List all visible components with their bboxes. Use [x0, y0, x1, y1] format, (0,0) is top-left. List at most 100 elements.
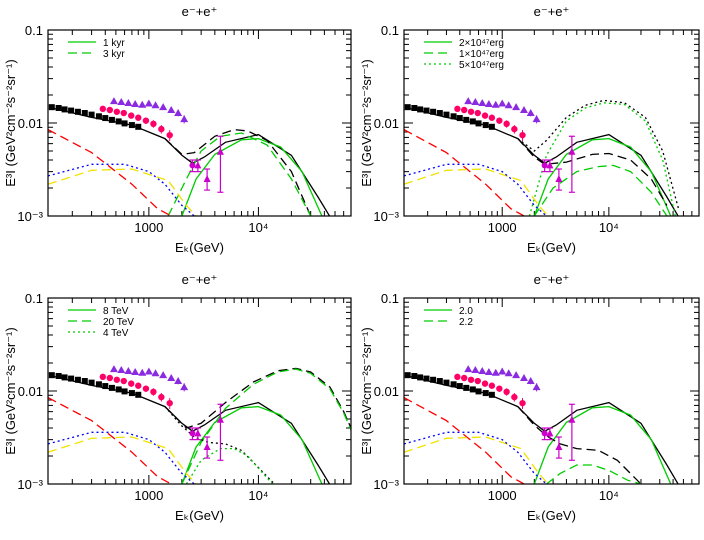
panel-bottom-right: e⁻+e⁺ 1000 10⁴ 10⁻³ 0.01 0.1 Eₖ(GeV) E³I (GeV²c…: [359, 272, 700, 523]
hess-square-point: [456, 115, 463, 122]
series-line-dashed-black: [517, 138, 668, 206]
legend-label: 20 TeV: [103, 317, 134, 328]
series-line-dashed-green: [181, 368, 351, 484]
ams-circle-point: [120, 109, 127, 117]
fermi-triangle-point: [174, 377, 183, 385]
x-axis-label: Eₖ(GeV): [175, 240, 224, 255]
hess-square-point: [482, 390, 489, 397]
series-line-dashed-yellow: [404, 436, 549, 484]
fermi-triangle-point: [532, 383, 541, 391]
hess-square-point: [450, 113, 457, 120]
series-line-dotted-blue: [48, 163, 195, 216]
ams-circle-point: [474, 377, 481, 385]
hess-square-point: [95, 381, 102, 388]
fermi-triangle-point: [180, 115, 189, 123]
fermi-triangle-point: [138, 100, 147, 108]
hess-square-point: [135, 123, 142, 130]
hess-square-point: [74, 376, 81, 383]
ams-circle-point: [454, 373, 461, 381]
plot-frame: [403, 297, 700, 485]
axis-ticks: [404, 29, 700, 217]
hess-square-point: [81, 110, 88, 117]
hess-square-point: [404, 104, 411, 111]
ams-circle-point: [106, 374, 114, 382]
legend-label: 4 TeV: [103, 328, 129, 339]
ams-circle-point: [496, 385, 503, 392]
fermi-triangle-point: [124, 367, 133, 375]
fermi-triangle-point: [151, 101, 160, 109]
ams-circle-point: [99, 105, 107, 113]
fermi-triangle-point: [180, 383, 189, 391]
hess-square-point: [482, 122, 489, 129]
axis-ticks: [404, 297, 700, 485]
fermi-triangle-point: [478, 99, 487, 107]
fermi-triangle-point: [131, 100, 140, 108]
fermi-triangle-point: [484, 100, 493, 108]
series-line-dashed-yellow: [48, 436, 197, 484]
hess-square-point: [61, 374, 68, 381]
hess-square-point: [115, 386, 122, 393]
fermi-triangle-point: [498, 99, 507, 107]
ams-circle-point: [496, 117, 503, 124]
hess-square-point: [88, 111, 95, 118]
fermi-triangle-point: [504, 369, 513, 377]
plot-frame: [403, 29, 700, 217]
ams-circle-point: [106, 106, 114, 114]
x-tick-label: 10⁴: [599, 220, 619, 235]
fermi-triangle-point: [144, 99, 153, 107]
series-line-solid-green: [533, 137, 672, 216]
ams-circle-point: [519, 399, 526, 407]
hess-square-point: [436, 378, 443, 385]
ams-circle-point: [150, 120, 157, 128]
y-tick-label: 10⁻³: [373, 209, 399, 224]
series-line-dashed-green: [167, 132, 312, 216]
magenta-triangle-point: [194, 429, 202, 437]
x-tick-label: 1000: [488, 220, 517, 235]
fermi-triangle-point: [519, 105, 528, 113]
legend-label: 1 kyr: [103, 38, 125, 49]
y-tick-label: 0.01: [18, 384, 43, 399]
fermi-triangle-point: [478, 367, 487, 375]
hess-square-point: [404, 372, 411, 379]
hess-square-point: [68, 375, 75, 382]
ams-circle-point: [142, 117, 150, 124]
y-tick-label: 10⁻³: [373, 477, 399, 492]
y-axis-label: E³I (GeV²cm⁻²s⁻²sr⁻¹): [359, 59, 374, 186]
ams-circle-point: [511, 125, 518, 133]
hess-square-point: [436, 110, 443, 117]
series-line-dashed-green: [533, 164, 668, 216]
hess-square-point: [128, 390, 135, 397]
hess-square-point: [423, 375, 430, 382]
series-line-solid-green: [181, 137, 323, 216]
ams-circle-point: [135, 382, 142, 389]
legend: 2.02.2: [424, 306, 473, 328]
hess-square-point: [88, 379, 95, 386]
x-axis-label: Eₖ(GeV): [527, 240, 576, 255]
fermi-triangle-point: [151, 369, 160, 377]
fermi-triangle-point: [124, 99, 133, 107]
hess-square-point: [48, 372, 55, 379]
axis-ticks: [48, 29, 352, 217]
model-curves: [404, 99, 680, 216]
hess-square-point: [95, 113, 102, 120]
hess-square-point: [430, 108, 437, 115]
magenta-triangle-point: [216, 415, 224, 423]
y-axis-label: E³I (GeV²cm⁻²s⁻²sr⁻¹): [3, 327, 18, 454]
fermi-triangle-point: [491, 368, 500, 376]
hess-square-point: [430, 376, 437, 383]
data-points: [48, 97, 224, 193]
fermi-triangle-point: [526, 109, 535, 117]
x-tick-label: 1000: [488, 488, 517, 503]
y-tick-label: 0.1: [25, 23, 43, 38]
hess-square-point: [417, 374, 424, 381]
hess-square-point: [102, 115, 109, 122]
hess-square-point: [456, 383, 463, 390]
hess-square-point: [463, 116, 470, 123]
hess-square-point: [411, 104, 418, 111]
y-tick-label: 0.01: [374, 384, 399, 399]
hess-square-point: [443, 379, 450, 386]
ams-circle-point: [150, 388, 157, 396]
ams-circle-point: [120, 377, 127, 385]
y-tick-label: 0.1: [25, 291, 43, 306]
